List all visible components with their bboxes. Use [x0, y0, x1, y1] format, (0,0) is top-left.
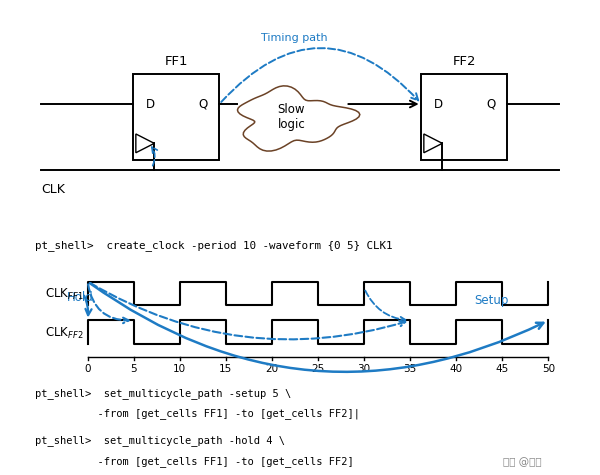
Text: 0: 0	[85, 364, 91, 374]
Text: 20: 20	[265, 364, 278, 374]
Text: 45: 45	[496, 364, 509, 374]
Bar	[133, 74, 220, 160]
Text: 25: 25	[311, 364, 325, 374]
Text: Q: Q	[199, 97, 208, 111]
Text: Slow
logic: Slow logic	[277, 103, 305, 131]
Text: Timing path: Timing path	[261, 33, 328, 43]
Text: Hold: Hold	[67, 291, 94, 304]
Text: -from [get_cells FF1] -to [get_cells FF2]|: -from [get_cells FF1] -to [get_cells FF2…	[35, 408, 360, 419]
Text: 5: 5	[130, 364, 137, 374]
Text: 30: 30	[358, 364, 371, 374]
Text: 15: 15	[219, 364, 232, 374]
Text: Q: Q	[487, 97, 496, 111]
Text: 10: 10	[173, 364, 187, 374]
Text: D: D	[434, 97, 443, 111]
Text: 知乎 @大雨: 知乎 @大雨	[503, 457, 542, 467]
Text: CLK: CLK	[41, 183, 65, 196]
Text: FF1: FF1	[164, 55, 188, 68]
Text: 35: 35	[404, 364, 417, 374]
Text: pt_shell>  create_clock -period 10 -waveform {0 5} CLK1: pt_shell> create_clock -period 10 -wavef…	[35, 240, 392, 250]
Text: CLK$_{FF1}$: CLK$_{FF1}$	[44, 287, 83, 302]
Text: FF2: FF2	[452, 55, 476, 68]
Text: pt_shell>  set_multicycle_path -setup 5 \: pt_shell> set_multicycle_path -setup 5 \	[35, 388, 291, 399]
Text: -from [get_cells FF1] -to [get_cells FF2]: -from [get_cells FF1] -to [get_cells FF2…	[35, 456, 354, 467]
Text: Setup: Setup	[475, 294, 509, 307]
Bar	[421, 74, 508, 160]
Text: CLK$_{FF2}$: CLK$_{FF2}$	[44, 326, 83, 341]
Text: 50: 50	[542, 364, 555, 374]
Text: D: D	[146, 97, 155, 111]
Text: 40: 40	[449, 364, 463, 374]
Text: pt_shell>  set_multicycle_path -hold 4 \: pt_shell> set_multicycle_path -hold 4 \	[35, 435, 285, 446]
